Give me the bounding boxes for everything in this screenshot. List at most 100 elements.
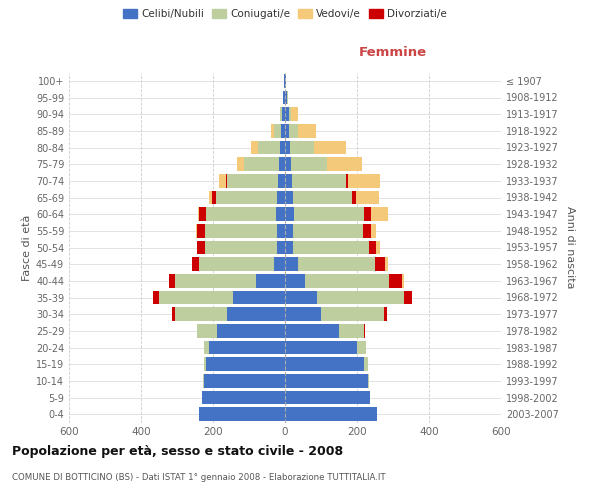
Bar (199, 258, 274, 271)
Bar (196, 224, 197, 237)
Bar (197, 224, 205, 237)
Y-axis label: Anni di nascita: Anni di nascita (565, 206, 575, 288)
Bar (203, 374, 204, 388)
Bar (277, 224, 285, 237)
Bar (227, 174, 278, 188)
Bar (285, 358, 364, 371)
Bar (292, 158, 328, 171)
Bar (278, 158, 285, 171)
Bar (175, 274, 256, 287)
Bar (285, 390, 370, 404)
Bar (285, 374, 368, 388)
Bar (384, 308, 387, 321)
Bar (314, 140, 346, 154)
Bar (227, 308, 285, 321)
Bar (281, 124, 285, 138)
Bar (206, 208, 276, 221)
Bar (285, 190, 293, 204)
Bar (277, 240, 285, 254)
Bar (294, 208, 364, 221)
Bar (285, 224, 293, 237)
Bar (293, 190, 352, 204)
Y-axis label: Fasce di età: Fasce di età (22, 214, 32, 280)
Bar (317, 290, 404, 304)
Bar (289, 108, 291, 121)
Bar (346, 174, 348, 188)
Bar (376, 240, 380, 254)
Bar (285, 340, 357, 354)
Bar (282, 108, 285, 121)
Bar (274, 124, 281, 138)
Bar (209, 340, 285, 354)
Bar (404, 290, 412, 304)
Bar (274, 258, 285, 271)
Bar (159, 290, 233, 304)
Bar (363, 224, 371, 237)
Bar (375, 258, 385, 271)
Bar (204, 340, 209, 354)
Bar (285, 140, 290, 154)
Bar (285, 90, 287, 104)
Bar (233, 290, 285, 304)
Bar (385, 258, 388, 271)
Bar (152, 290, 159, 304)
Bar (197, 240, 205, 254)
Bar (277, 190, 285, 204)
Bar (209, 190, 212, 204)
Bar (204, 374, 285, 388)
Bar (290, 140, 314, 154)
Bar (244, 158, 278, 171)
Bar (278, 174, 285, 188)
Bar (339, 324, 364, 338)
Bar (368, 240, 376, 254)
Bar (285, 240, 293, 254)
Bar (216, 190, 277, 204)
Bar (321, 308, 384, 321)
Bar (285, 208, 294, 221)
Bar (348, 174, 380, 188)
Bar (175, 308, 227, 321)
Bar (283, 90, 285, 104)
Bar (205, 224, 277, 237)
Bar (371, 208, 388, 221)
Bar (371, 224, 376, 237)
Bar (285, 274, 305, 287)
Bar (280, 108, 282, 121)
Bar (197, 324, 217, 338)
Bar (256, 274, 285, 287)
Bar (251, 140, 258, 154)
Bar (204, 358, 206, 371)
Bar (293, 224, 363, 237)
Bar (285, 74, 286, 88)
Bar (172, 308, 175, 321)
Bar (285, 290, 317, 304)
Bar (287, 90, 288, 104)
Bar (285, 324, 339, 338)
Text: Popolazione per età, sesso e stato civile - 2008: Popolazione per età, sesso e stato civil… (12, 445, 343, 458)
Text: COMUNE DI BOTTICINO (BS) - Dati ISTAT 1° gennaio 2008 - Elaborazione TUTTITALIA.: COMUNE DI BOTTICINO (BS) - Dati ISTAT 1°… (12, 472, 386, 482)
Bar (258, 140, 280, 154)
Bar (289, 124, 298, 138)
Bar (206, 358, 285, 371)
Bar (285, 108, 289, 121)
Bar (192, 258, 199, 271)
Bar (364, 208, 371, 221)
Bar (217, 324, 285, 338)
Bar (305, 274, 389, 287)
Bar (199, 208, 206, 221)
Bar (293, 240, 368, 254)
Bar (284, 74, 285, 88)
Text: Femmine: Femmine (359, 46, 427, 59)
Bar (352, 190, 356, 204)
Bar (402, 274, 404, 287)
Bar (285, 174, 292, 188)
Bar (357, 340, 366, 354)
Bar (364, 358, 368, 371)
Bar (226, 174, 227, 188)
Bar (285, 158, 292, 171)
Bar (237, 158, 244, 171)
Bar (364, 324, 365, 338)
Bar (285, 258, 298, 271)
Bar (389, 274, 402, 287)
Bar (219, 174, 226, 188)
